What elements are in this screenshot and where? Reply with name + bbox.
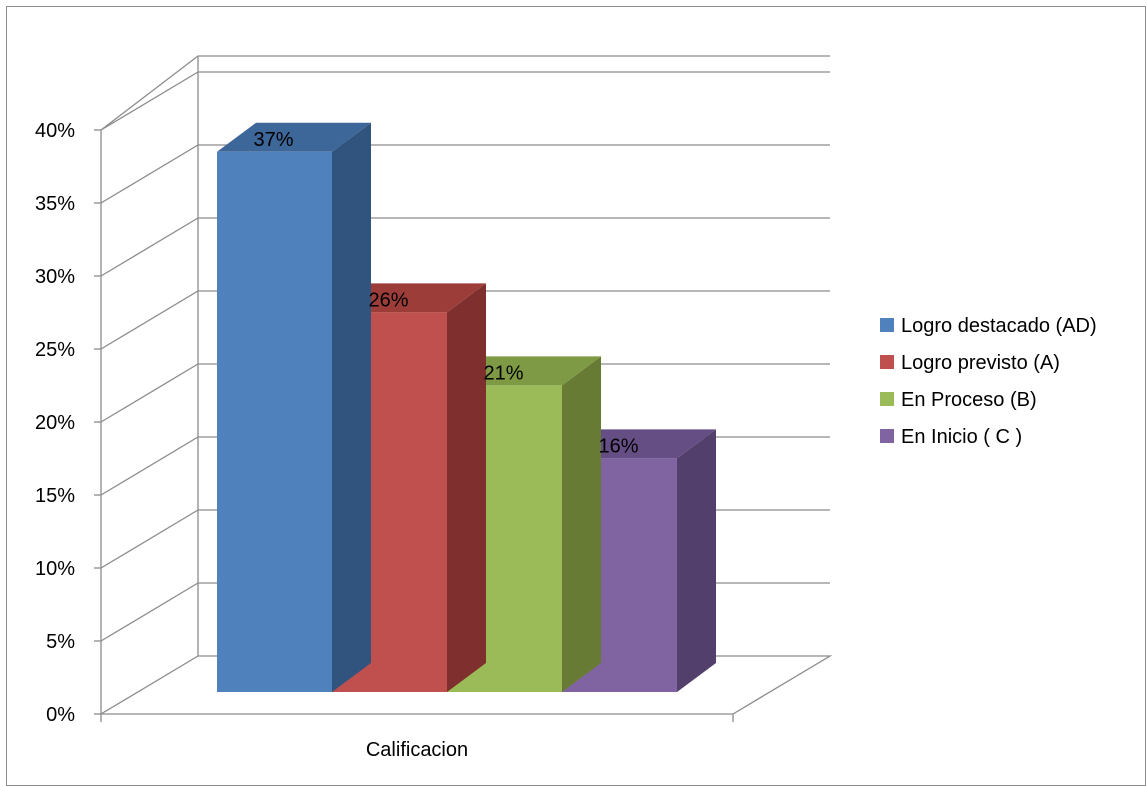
legend-swatch <box>880 355 894 369</box>
y-axis-ticks: 0% 5% 10% 15% 20% 25% 30% 35% 40% <box>35 120 101 726</box>
data-label: 21% <box>483 362 523 384</box>
y-tick-label: 40% <box>35 120 75 142</box>
y-tick-label: 35% <box>35 193 75 215</box>
legend-item: En Inicio ( C ) <box>880 426 1022 448</box>
chart-bars <box>217 122 716 693</box>
data-label: 16% <box>598 435 638 457</box>
y-tick-label: 5% <box>46 631 75 653</box>
legend-label: En Inicio ( C ) <box>901 426 1022 448</box>
x-axis-categories: Calificacion <box>366 739 468 761</box>
data-labels: 16% 21% 26% 37% <box>253 129 638 458</box>
chart-walls <box>98 55 833 722</box>
bar-side <box>447 283 486 692</box>
x-category-label: Calificacion <box>366 739 468 761</box>
gridline <box>100 71 830 131</box>
data-label: 26% <box>368 289 408 311</box>
legend-swatch <box>880 429 894 443</box>
data-label: 37% <box>253 129 293 151</box>
y-tick-label: 0% <box>46 704 75 726</box>
y-tick-label: 15% <box>35 485 75 507</box>
bar-side <box>677 429 716 692</box>
legend-label: Logro previsto (A) <box>901 352 1060 374</box>
back-wall-top <box>100 55 830 131</box>
y-tick-label: 10% <box>35 558 75 580</box>
bar-1 <box>217 122 371 693</box>
legend-label: En Proceso (B) <box>901 389 1037 411</box>
legend-label: Logro destacado (AD) <box>901 315 1097 337</box>
y-tick-label: 30% <box>35 266 75 288</box>
y-tick-label: 20% <box>35 412 75 434</box>
legend-item: Logro destacado (AD) <box>880 315 1097 337</box>
gridline <box>100 144 830 204</box>
bar-side <box>562 356 601 692</box>
floor <box>98 655 833 715</box>
chart-legend: Logro destacado (AD) Logro previsto (A) En… <box>880 315 1097 448</box>
bar-top <box>217 122 371 152</box>
legend-swatch <box>880 318 894 332</box>
bar-side <box>332 122 371 693</box>
bar-front <box>217 151 332 693</box>
gridline <box>100 217 830 277</box>
y-tick-label: 25% <box>35 339 75 361</box>
legend-swatch <box>880 392 894 406</box>
legend-item: Logro previsto (A) <box>880 352 1060 374</box>
legend-item: En Proceso (B) <box>880 389 1037 411</box>
